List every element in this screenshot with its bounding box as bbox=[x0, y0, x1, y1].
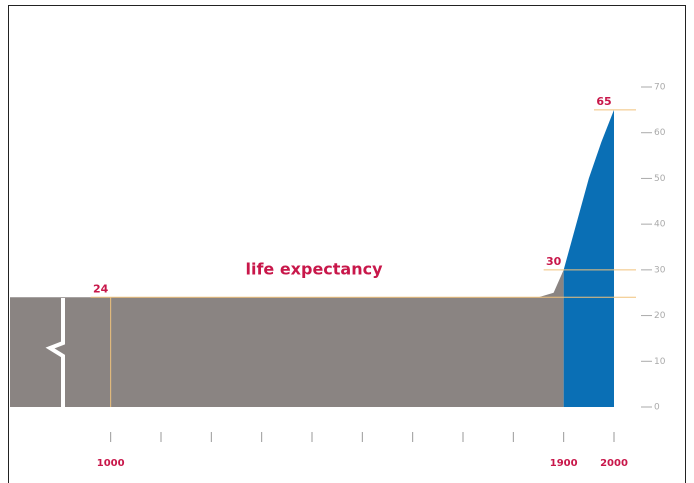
x-tick-label: 2000 bbox=[600, 458, 628, 469]
y-tick-label: 40 bbox=[654, 220, 666, 230]
frame bbox=[8, 5, 686, 483]
y-tick-label: 0 bbox=[654, 403, 660, 413]
y-tick-label: 10 bbox=[654, 357, 666, 367]
y-tick-label: 20 bbox=[654, 311, 666, 321]
axis-break bbox=[45, 298, 65, 407]
y-tick-label: 50 bbox=[654, 174, 666, 184]
x-tick-label: 1900 bbox=[550, 458, 578, 469]
y-tick-label: 70 bbox=[654, 83, 666, 93]
x-tick-label: 1000 bbox=[97, 458, 125, 469]
annotation: 24 bbox=[93, 282, 109, 295]
area bbox=[563, 109, 614, 407]
annotation: 65 bbox=[596, 95, 611, 108]
y-tick-label: 60 bbox=[654, 128, 666, 138]
y-tick-label: 30 bbox=[654, 265, 666, 275]
annotation: 30 bbox=[546, 255, 562, 268]
area bbox=[10, 269, 564, 407]
chart-label: life expectancy bbox=[245, 260, 383, 279]
